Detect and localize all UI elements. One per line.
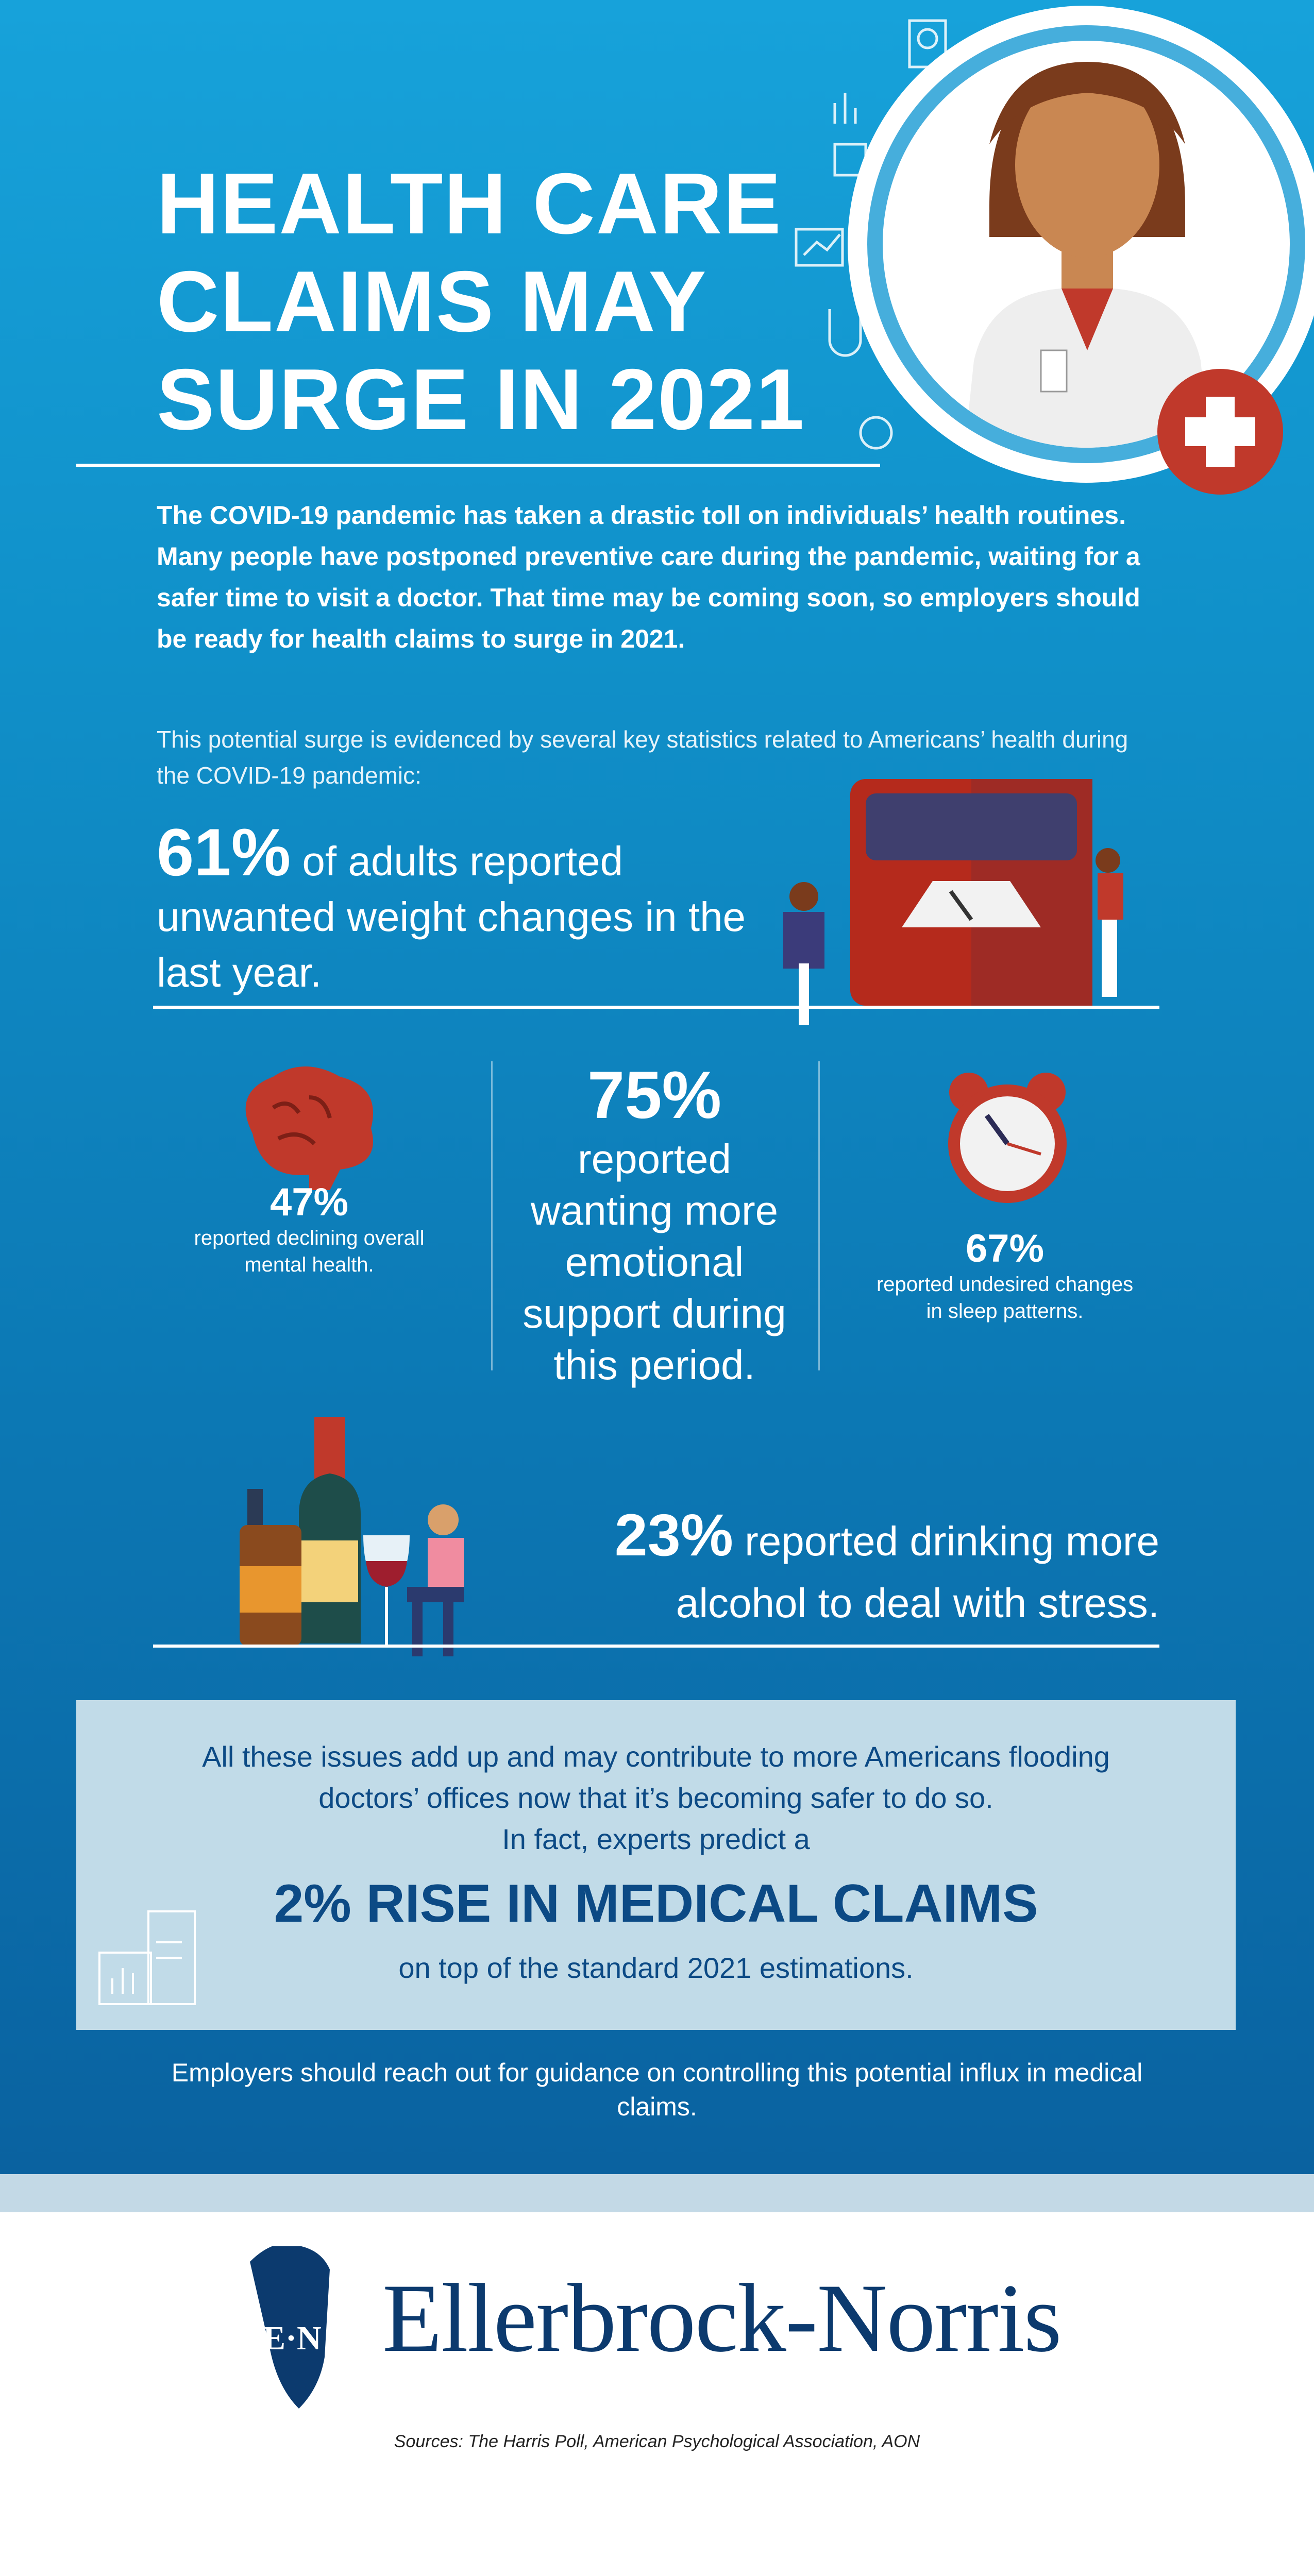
brand-shield-logo: E·N [250,2246,330,2409]
stat-emotional: 75% reported wanting more emotional supp… [500,1056,809,1391]
doctor-illustration [795,6,1314,495]
stat-mental: 47% reported declining overall mental he… [155,1180,464,1278]
closing-text: Employers should reach out for guidance … [171,2058,1143,2121]
title-line: CLAIMS MAY [157,253,707,350]
alarm-clock-icon [948,1073,1067,1203]
stat-text: reported drinking more [733,1518,1159,1564]
stat-weight: 61% of adults reported unwanted weight c… [157,819,775,1001]
brain-icon [245,1066,373,1190]
footer-band [0,2174,1314,2212]
scale-illustration [783,779,1123,1025]
stat-pct: 61% [157,815,291,890]
stat-sleep: 67% reported undesired changes in sleep … [835,1226,1175,1325]
callout-box: All these issues add up and may contribu… [76,1700,1236,2030]
intro-light: This potential surge is evidenced by sev… [157,726,1128,789]
sources: Sources: The Harris Poll, American Psych… [394,2432,920,2451]
cross-icon [1185,397,1255,467]
callout-headline: 2% RISE IN MEDICAL CLAIMS [274,1874,1038,1934]
stat-text: reported undesired changes in sleep patt… [876,1273,1134,1323]
stat-pct: 23% [614,1502,733,1568]
title-line: SURGE IN 2021 [157,351,805,448]
stat-text: reported wanting more emotional support … [523,1136,786,1388]
intro-bold: The COVID-19 pandemic has taken a drasti… [157,501,1140,653]
column-divider [818,1061,820,1370]
title-line: HEALTH CARE [157,155,782,252]
callout-text: In fact, experts predict a [502,1823,810,1855]
column-divider [491,1061,493,1370]
title-divider [76,464,880,467]
stat-pct: 75% [587,1057,722,1132]
callout-text: on top of the standard 2021 estimations. [398,1952,914,1984]
callout-text: doctors’ offices now that it’s becoming … [318,1782,993,1814]
divider [153,1645,1159,1648]
stat-text: of adults reported unwanted weight chang… [157,838,746,995]
stat-pct: 47% [269,1180,349,1224]
brand-name: Ellerbrock-Norris [382,2264,1062,2372]
alcohol-illustration [240,1417,464,1656]
callout-text: All these issues add up and may contribu… [202,1740,1110,1773]
stat-text: reported declining overall mental health… [194,1227,425,1276]
document-chart-icon [98,1910,196,2005]
stat-pct: 67% [965,1227,1045,1270]
page-title: HEALTH CARE CLAIMS MAY SURGE IN 2021 [157,155,805,448]
brand-monogram: E·N [263,2319,322,2357]
medical-icons [795,19,947,450]
stat-alcohol: 23% reported drinking more alcohol to de… [615,1504,1159,1634]
stat-text: alcohol to deal with stress. [676,1580,1159,1626]
divider [153,1006,1159,1009]
